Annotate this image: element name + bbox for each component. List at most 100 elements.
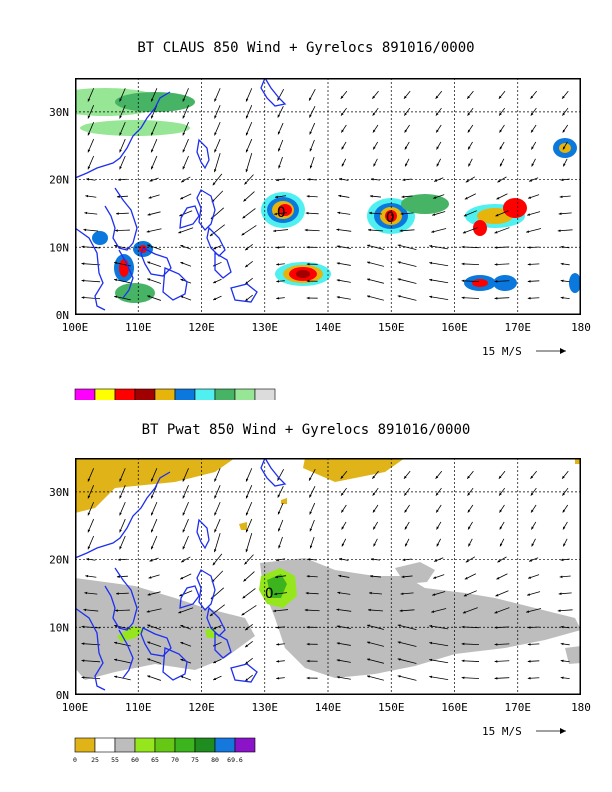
wind-arrowhead: [87, 149, 91, 153]
wind-arrowhead: [531, 163, 535, 167]
wind-vector: [81, 676, 101, 680]
reference-vector-head: [560, 728, 566, 734]
wind-arrowhead: [147, 261, 151, 264]
wind-arrowhead: [209, 233, 213, 237]
wind-vector: [397, 658, 417, 664]
claus-axes-labels: 0N 10N 20N 30N 100E 110E 120E 130E 140E 150E 160E 1…: [49, 106, 591, 400]
wind-arrowhead: [404, 129, 408, 133]
wind-arrowhead: [527, 660, 531, 663]
wind-arrowhead: [306, 625, 310, 629]
wind-arrowhead: [309, 114, 312, 118]
wind-arrowhead: [148, 576, 152, 579]
coastline: [260, 78, 287, 107]
wind-arrowhead: [341, 163, 345, 167]
wind-arrowhead: [114, 295, 118, 299]
wind-arrowhead: [114, 641, 118, 645]
cloud-region: [472, 279, 488, 287]
wind-vector: [81, 660, 101, 663]
wind-arrowhead: [151, 495, 154, 499]
wind-arrowhead: [180, 641, 184, 645]
wind-arrowhead: [461, 279, 465, 283]
wind-arrowhead: [402, 178, 406, 182]
wind-arrowhead: [214, 512, 217, 516]
wind-arrowhead: [432, 593, 436, 596]
wind-vector: [242, 208, 256, 219]
x-tick-label: 130E: [252, 321, 279, 334]
wind-arrowhead: [81, 245, 85, 249]
wind-arrowhead: [309, 528, 313, 532]
wind-arrowhead: [494, 643, 498, 646]
wind-arrowhead: [400, 212, 404, 216]
x-tick-label: 180: [571, 701, 591, 714]
wind-arrowhead: [429, 675, 433, 679]
wind-arrowhead: [436, 509, 439, 513]
wind-arrowhead: [182, 149, 186, 153]
wind-arrowhead: [81, 279, 85, 282]
wind-vector: [81, 263, 101, 266]
wind-arrowhead: [562, 526, 566, 530]
wind-arrowhead: [241, 612, 245, 616]
wind-arrowhead: [336, 608, 340, 612]
wind-arrowhead: [83, 608, 87, 612]
y-tick-label: 20N: [49, 174, 69, 187]
y-tick-label: 0N: [56, 309, 69, 322]
wind-arrowhead: [339, 557, 343, 561]
wind-arrowhead: [276, 558, 279, 562]
reference-vector-head: [560, 348, 566, 354]
wind-arrowhead: [116, 195, 120, 198]
cloud-region: [401, 194, 449, 214]
wind-arrowhead: [245, 661, 249, 665]
wind-arrowhead: [530, 112, 534, 116]
wind-arrowhead: [341, 129, 344, 133]
wind-arrowhead: [245, 529, 249, 533]
wind-arrowhead: [119, 512, 122, 516]
wind-arrowhead: [464, 196, 468, 200]
wind-arrowhead: [463, 213, 467, 217]
coastline: [162, 647, 188, 681]
wind-arrowhead: [338, 194, 342, 198]
legend-swatch: [154, 737, 176, 753]
wind-arrowhead: [245, 149, 249, 153]
wind-arrowhead: [276, 296, 280, 300]
wind-arrowhead: [147, 658, 151, 661]
wind-arrowhead: [527, 676, 531, 680]
wind-arrowhead: [559, 195, 563, 199]
wind-arrowhead: [436, 146, 439, 150]
wind-arrowhead: [278, 528, 281, 532]
wind-vector: [429, 262, 449, 267]
wind-arrowhead: [464, 576, 468, 580]
wind-vector: [366, 658, 384, 664]
wind-arrowhead: [531, 526, 534, 530]
wind-arrowhead: [242, 215, 246, 219]
wind-arrowhead: [114, 278, 118, 282]
wind-arrowhead: [529, 179, 532, 182]
wind-arrowhead: [341, 543, 345, 547]
coastline: [179, 585, 200, 609]
wind-arrowhead: [87, 495, 91, 499]
wind-arrowhead: [494, 297, 498, 300]
wind-vector: [366, 261, 384, 267]
wind-arrowhead: [151, 115, 154, 119]
wind-arrowhead: [212, 562, 216, 566]
wind-arrowhead: [404, 112, 407, 116]
wind-arrowhead: [114, 675, 118, 679]
wind-arrowhead: [149, 179, 153, 182]
pwat-region: [239, 522, 247, 530]
wind-arrowhead: [397, 658, 401, 661]
wind-arrowhead: [436, 163, 440, 167]
wind-vector: [209, 224, 225, 237]
pwat-region: [281, 498, 287, 504]
wind-arrowhead: [114, 624, 118, 628]
coastline: [140, 627, 172, 657]
wind-arrowhead: [498, 475, 502, 479]
wind-arrowhead: [179, 593, 183, 597]
y-tick-label: 10N: [49, 621, 69, 634]
wind-vector: [429, 279, 449, 284]
wind-arrowhead: [147, 213, 151, 216]
wind-arrowhead: [146, 610, 150, 613]
x-tick-label: 170E: [505, 321, 532, 334]
wind-arrowhead: [151, 478, 154, 482]
wind-arrowhead: [277, 97, 280, 101]
x-tick-label: 150E: [378, 321, 405, 334]
wind-arrowhead: [309, 477, 312, 481]
